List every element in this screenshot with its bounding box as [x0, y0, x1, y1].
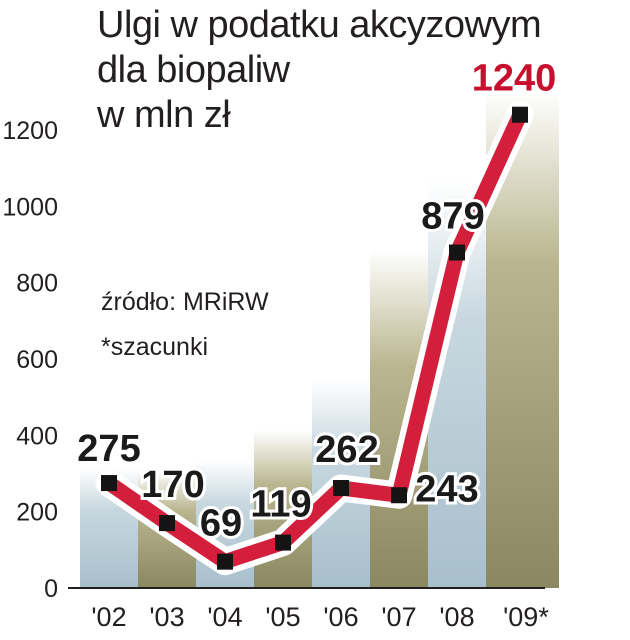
- y-tick-label: 800: [16, 270, 58, 298]
- x-tick-label: '07: [381, 602, 416, 632]
- data-point-marker: [101, 475, 117, 492]
- y-tick-label: 1200: [2, 117, 58, 145]
- data-point-marker: [391, 487, 407, 504]
- x-axis: '02 '03 '04 '05 '06 '07 '08 '09*: [91, 602, 549, 632]
- x-tick-label: '04: [207, 602, 242, 632]
- footnote: *szacunki: [101, 333, 208, 361]
- chart-title-line-2: dla biopaliw: [97, 49, 290, 91]
- x-tick-label: '09*: [503, 602, 549, 632]
- data-label: 275: [77, 428, 140, 470]
- x-tick-label: '03: [149, 602, 184, 632]
- data-label: 262: [315, 429, 378, 471]
- chart-title-line-3: w mln zł: [97, 94, 231, 136]
- data-label: 879: [421, 196, 484, 238]
- data-point-marker: [333, 480, 349, 497]
- y-tick-label: 600: [16, 346, 58, 374]
- data-point-marker: [512, 106, 528, 123]
- data-point-marker: [275, 534, 291, 551]
- data-label: 243: [415, 468, 478, 510]
- series-line-path: [101, 107, 528, 570]
- data-point-marker: [217, 553, 233, 570]
- y-tick-label: 400: [16, 422, 58, 450]
- x-tick-label: '05: [265, 602, 300, 632]
- y-axis: 0 200 400 600 800 1000 1200: [2, 117, 545, 603]
- series-line: [95, 101, 534, 576]
- data-label: 69: [200, 503, 242, 545]
- y-tick-label: 0: [44, 575, 58, 603]
- x-tick-label: '02: [91, 602, 126, 632]
- data-point-marker: [159, 515, 175, 532]
- data-label: 119: [250, 484, 311, 526]
- chart-title-line-1: Ulgi w podatku akcyzowym: [97, 4, 542, 46]
- data-label: 1240: [472, 58, 557, 100]
- y-tick-label: 1000: [2, 193, 58, 221]
- data-point-marker: [449, 244, 465, 261]
- source-note: źródło: MRiRW: [101, 288, 269, 316]
- x-tick-label: '06: [323, 602, 358, 632]
- y-tick-label: 200: [16, 499, 58, 527]
- data-label: 170: [141, 464, 204, 506]
- x-tick-label: '08: [439, 602, 474, 632]
